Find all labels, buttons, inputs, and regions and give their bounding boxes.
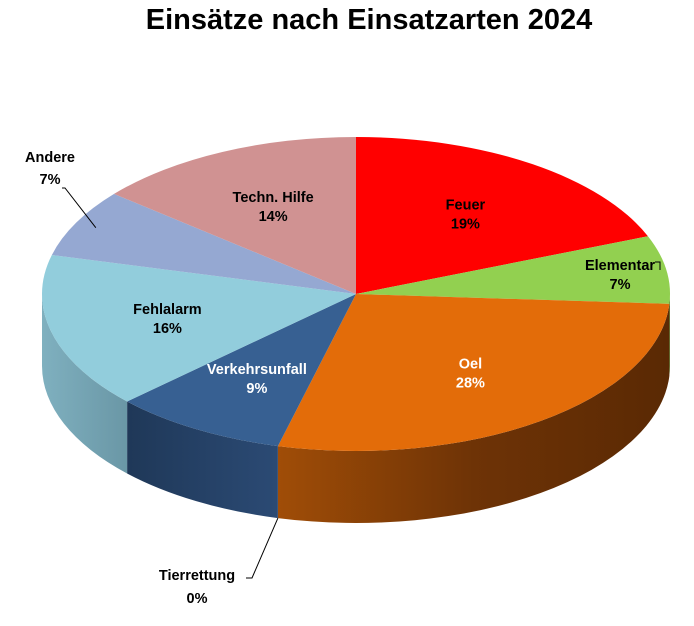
pie-slice-feuer [356, 137, 648, 294]
data-label-andere-value: 7% [40, 172, 61, 188]
data-label-feuer-value: 19% [451, 216, 480, 232]
data-label-fehlalarm-name: Fehlalarm [133, 302, 202, 318]
data-label-verkehrsunfall-value: 9% [246, 381, 267, 397]
data-label-tierrettung-name: Tierrettung [159, 568, 235, 584]
data-label-fehlalarm-value: 16% [153, 321, 182, 337]
pie-sides [42, 294, 670, 524]
pie-tops [41, 137, 670, 451]
data-label-verkehrsunfall-name: Verkehrsunfall [207, 362, 307, 378]
data-label-andere-name: Andere [25, 150, 75, 166]
data-label-tierrettung-value: 0% [187, 591, 208, 607]
data-label-techn-hilfe-value: 14% [259, 209, 288, 225]
chart-title: Einsätze nach Einsatzarten 2024 [145, 4, 593, 36]
pie-slice-verkehrsunfall [127, 294, 356, 447]
pie-side-elementar [669, 294, 670, 376]
pie-slice-fehlalarm [41, 254, 356, 402]
pie-labels: Feuer 19% Elementar 7% Oel 28% Tierrettung 0% Ve… [25, 150, 655, 607]
data-label-techn-hilfe-name: Techn. Hilfe [233, 190, 314, 206]
pie-slice-andere [51, 193, 356, 294]
data-label-oel-name: Oel [459, 357, 482, 373]
leader-line-elementar [655, 261, 661, 270]
data-label-feuer-name: Feuer [446, 197, 486, 213]
pie-slice-oel [277, 294, 670, 451]
pie-slice-elementar [356, 236, 670, 304]
data-label-elementar-name: Elementar [585, 258, 655, 274]
pie-slice-techn-hilfe [114, 137, 357, 294]
leader-line-tierrettung [246, 517, 279, 579]
data-label-oel-value: 28% [456, 376, 485, 392]
pie-side-oel [277, 303, 670, 524]
leader-line-andere [62, 187, 97, 229]
data-label-elementar-value: 7% [610, 277, 631, 293]
pie-side-verkehrsunfall [127, 401, 278, 519]
pie-leader-lines [62, 187, 661, 579]
pie-side-fehlalarm [42, 294, 128, 474]
